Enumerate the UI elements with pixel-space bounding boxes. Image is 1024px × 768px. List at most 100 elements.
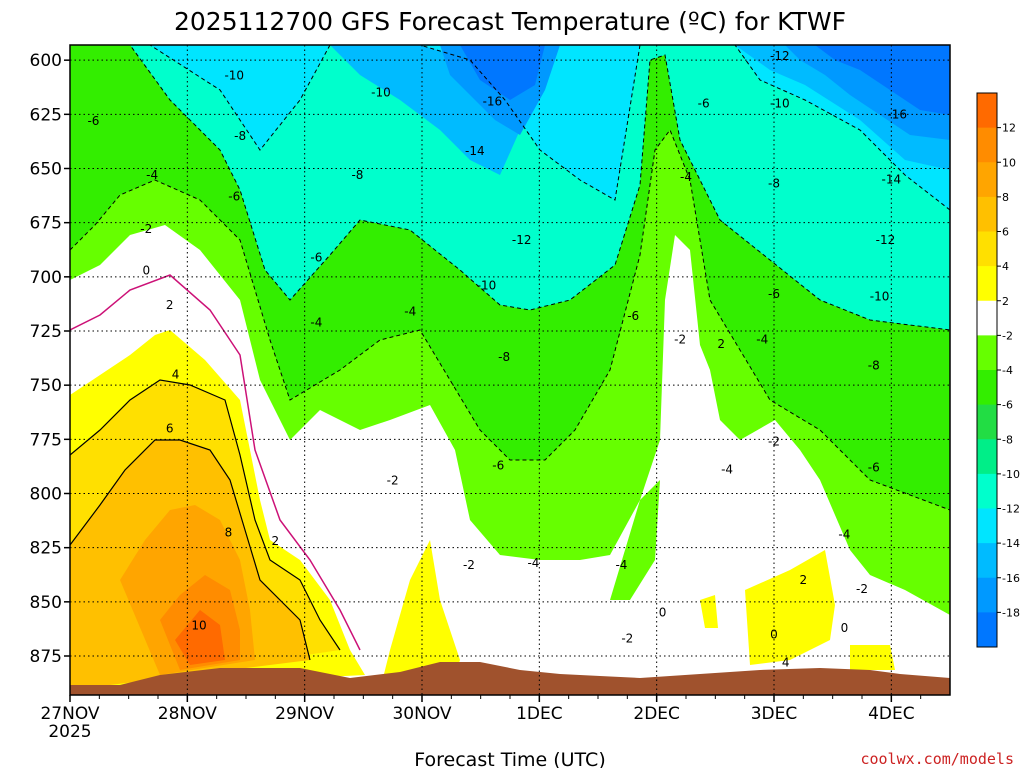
contour-label: 2 <box>717 337 725 351</box>
contour-label: 0 <box>142 263 150 277</box>
band-minus-2-notch <box>610 480 660 600</box>
contour-label: 0 <box>770 627 778 641</box>
colorbar-label: 8 <box>1002 191 1009 204</box>
contour-label: -10 <box>770 97 790 111</box>
contour-label: 2 <box>166 298 174 312</box>
contour-label: 0 <box>659 606 667 620</box>
contour-plus-2 <box>70 274 361 651</box>
x-tick-label: 29NOV <box>275 704 334 724</box>
colorbar-label: -2 <box>1002 329 1013 342</box>
band-plus-12 <box>175 610 225 665</box>
y-tick-label: 675 <box>30 214 62 234</box>
y-tick-label: 775 <box>30 430 62 450</box>
contour-minus-4 <box>70 128 950 511</box>
contour-label: -10 <box>870 289 890 303</box>
contour-label: -2 <box>621 632 633 646</box>
colorbar-swatch <box>977 439 997 475</box>
contour-label: -10 <box>224 68 244 82</box>
contour-label: -6 <box>627 309 639 323</box>
contour-label: -6 <box>698 97 710 111</box>
plot-area <box>70 45 950 695</box>
contour-minus-12 <box>149 45 950 211</box>
contour-label: -4 <box>756 333 768 347</box>
colorbar-label: -4 <box>1002 364 1013 377</box>
contour-plus-4 <box>70 379 341 651</box>
contour-label: -10 <box>477 279 497 293</box>
colorbar-label: -8 <box>1002 433 1013 446</box>
colorbar-label: -14 <box>1002 537 1020 550</box>
contour-label: -16 <box>483 94 503 108</box>
x-tick-label: 28NOV <box>158 704 217 724</box>
colorbar-swatch <box>977 162 997 198</box>
contour-label: 4 <box>782 656 790 670</box>
y-tick-label: 625 <box>30 105 62 125</box>
contour-label: -6 <box>228 190 240 204</box>
contour-label: -16 <box>887 107 907 121</box>
contour-label: -4 <box>310 315 322 329</box>
contour-label: -6 <box>768 287 780 301</box>
colorbar-swatch <box>977 370 997 406</box>
contour-label: -4 <box>721 463 733 477</box>
contour-label: 2 <box>800 573 808 587</box>
contour-label: -8 <box>234 129 246 143</box>
contour-label: -4 <box>527 556 539 570</box>
x-axis-label: Forecast Time (UTC) <box>414 749 605 768</box>
contour-label: -2 <box>674 333 686 347</box>
contour-label: -12 <box>770 49 790 63</box>
colorbar-label: -18 <box>1002 606 1020 619</box>
colorbar-label: 12 <box>1002 122 1016 135</box>
x-tick-label: 1DEC <box>516 704 563 724</box>
contour-label: -10 <box>371 86 391 100</box>
x-tick-label: 2DEC <box>633 704 680 724</box>
y-tick-label: 600 <box>30 51 62 71</box>
contour-label: -8 <box>868 359 880 373</box>
colorbar-swatch <box>977 404 997 440</box>
colorbar-label: 4 <box>1002 260 1009 273</box>
y-tick-label: 700 <box>30 268 62 288</box>
contour-label: -12 <box>512 233 532 247</box>
y-tick-label: 825 <box>30 539 62 559</box>
contour-label: -4 <box>615 558 627 572</box>
contour-label: -12 <box>876 233 896 247</box>
colorbar-swatch <box>977 508 997 544</box>
credit-text: coolwx.com/models <box>860 750 1014 768</box>
colorbar: 12 10 8 6 4 2 -2 -4 -6 -8 -10 -12 -14 -16 -18 <box>976 92 1020 648</box>
contour-label: -6 <box>492 458 504 472</box>
x-tick-sublabel: 2025 <box>48 722 91 742</box>
colorbar-label: -10 <box>1002 468 1020 481</box>
contour-label: -2 <box>140 222 152 236</box>
colorbar-swatch <box>977 196 997 232</box>
colorbar-label: -6 <box>1002 399 1013 412</box>
x-tick-label: 4DEC <box>868 704 915 724</box>
contour-plus-6 <box>70 439 311 661</box>
contour-label: -6 <box>310 250 322 264</box>
contour-label: -8 <box>498 350 510 364</box>
y-tick-label: 850 <box>30 593 62 613</box>
contour-label: -14 <box>882 172 902 186</box>
contour-label: -4 <box>146 168 158 182</box>
grid-layer <box>70 45 950 695</box>
contour-label: -2 <box>387 474 399 488</box>
contour-label: 10 <box>191 619 206 633</box>
contour-label: -4 <box>838 528 850 542</box>
y-tick-label: 800 <box>30 485 62 505</box>
colorbar-label: 10 <box>1002 156 1016 169</box>
colorbar-swatch <box>977 473 997 509</box>
contour-label: -6 <box>87 114 99 128</box>
contour-label: 8 <box>225 526 233 540</box>
colorbar-swatch <box>977 335 997 371</box>
contour-label: -8 <box>351 168 363 182</box>
colorbar-swatch <box>977 93 997 129</box>
colorbar-label: 2 <box>1002 295 1009 308</box>
y-axis: 600 625 650 675 700 725 750 775 800 825 850 875 <box>30 51 70 667</box>
contour-label: -2 <box>856 582 868 596</box>
y-tick-label: 875 <box>30 647 62 667</box>
contour-label: 0 <box>841 621 849 635</box>
colorbar-swatch <box>977 612 997 648</box>
contour-label-layer: -10 -10 -12 -16 -14 -12 -10 -8 -6 -4 -2 -6 -8 -4 -6 -2 -… <box>87 49 907 670</box>
colorbar-label: -16 <box>1002 572 1020 585</box>
contour-label: 6 <box>166 422 174 436</box>
colorbar-swatch <box>977 300 997 336</box>
y-tick-label: 750 <box>30 376 62 396</box>
